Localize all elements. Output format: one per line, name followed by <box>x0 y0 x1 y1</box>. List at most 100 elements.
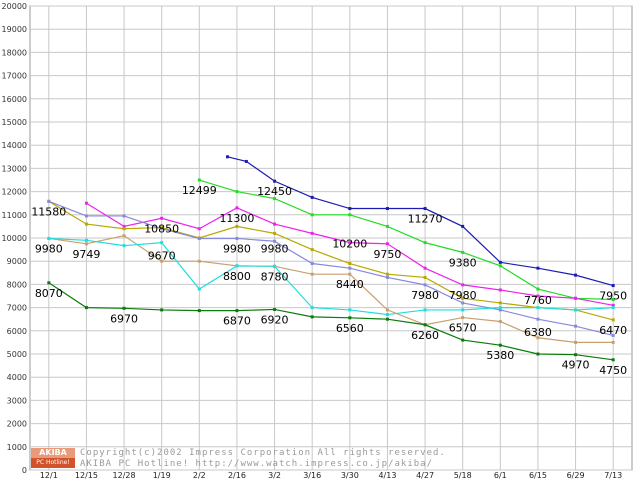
data-point <box>348 266 352 270</box>
data-label: 4750 <box>599 364 627 377</box>
y-tick-label: 11000 <box>2 211 27 220</box>
x-tick-label: 12/1 <box>40 471 58 480</box>
data-point <box>498 308 502 312</box>
data-label: 12499 <box>182 184 217 197</box>
logo-top-text: AKIBA <box>31 448 75 458</box>
data-label: 9749 <box>72 248 100 261</box>
series-7 <box>47 236 615 317</box>
data-point <box>84 242 88 246</box>
x-tick-label: 4/27 <box>416 471 434 480</box>
data-point <box>385 308 389 312</box>
data-point <box>536 336 540 340</box>
data-point <box>122 214 126 218</box>
data-point <box>461 338 465 342</box>
data-point <box>197 227 201 231</box>
data-point <box>461 250 465 254</box>
data-point <box>574 296 578 300</box>
series-5 <box>47 199 615 337</box>
data-point <box>536 317 540 321</box>
data-point <box>498 306 502 310</box>
data-point <box>235 190 239 194</box>
y-tick-label: 1000 <box>7 443 27 452</box>
series-line <box>227 156 614 287</box>
data-label: 8440 <box>336 278 364 291</box>
x-tick-label: 1/19 <box>153 471 171 480</box>
data-label: 9750 <box>373 248 401 261</box>
y-tick-label: 18000 <box>2 48 27 57</box>
data-point <box>461 224 465 228</box>
data-point <box>574 273 578 277</box>
data-point <box>197 309 201 313</box>
data-point <box>385 317 389 321</box>
data-point <box>160 241 164 245</box>
data-label: 10200 <box>332 237 367 250</box>
data-point <box>273 239 277 243</box>
data-label: 9380 <box>449 256 477 269</box>
x-tick-label: 12/15 <box>75 471 98 480</box>
data-label: 7980 <box>411 289 439 302</box>
data-point <box>498 260 502 264</box>
y-tick-label: 15000 <box>2 118 27 127</box>
data-point <box>273 222 277 226</box>
data-point <box>244 159 248 163</box>
data-point <box>611 358 615 362</box>
data-point <box>461 316 465 320</box>
data-point <box>197 178 201 182</box>
x-tick-label: 3/2 <box>268 471 281 480</box>
data-point <box>348 207 352 211</box>
data-point <box>611 284 615 288</box>
x-tick-label: 3/30 <box>341 471 359 480</box>
data-point <box>611 297 615 301</box>
data-label: 6970 <box>110 312 138 325</box>
data-label: 9670 <box>148 250 176 263</box>
x-tick-label: 12/28 <box>113 471 136 480</box>
data-point <box>226 155 230 159</box>
data-point <box>611 303 615 307</box>
data-label: 11300 <box>219 212 254 225</box>
data-label: 8780 <box>261 270 289 283</box>
data-label: 6260 <box>411 329 439 342</box>
data-point <box>423 266 427 270</box>
data-point <box>122 244 126 248</box>
data-point <box>47 281 51 285</box>
data-label: 8070 <box>35 287 63 300</box>
data-point <box>385 224 389 228</box>
y-tick-label: 20000 <box>2 2 27 11</box>
data-point <box>310 231 314 235</box>
data-point <box>385 313 389 317</box>
series-line <box>199 179 614 301</box>
data-point <box>498 343 502 347</box>
data-point <box>611 306 615 310</box>
data-point <box>235 236 239 240</box>
data-label: 6570 <box>449 322 477 335</box>
data-point <box>498 320 502 324</box>
data-point <box>122 227 126 231</box>
data-label: 12450 <box>257 185 292 198</box>
data-point <box>348 241 352 245</box>
series-line <box>48 200 614 337</box>
data-point <box>423 323 427 327</box>
y-tick-label: 16000 <box>2 95 27 104</box>
data-point <box>385 275 389 279</box>
y-tick-label: 2000 <box>7 420 27 429</box>
data-point <box>84 238 88 242</box>
data-point <box>197 287 201 291</box>
data-label: 6920 <box>261 313 289 326</box>
data-point <box>160 259 164 263</box>
data-labels: 11580 9980 8070 9749 6970 10850 9670 12499 11300… <box>31 184 627 377</box>
site-url-text: AKIBA PC Hotline! http://www.watch.impre… <box>80 459 434 469</box>
data-point <box>574 353 578 357</box>
data-point <box>461 301 465 305</box>
series-3 <box>84 201 615 307</box>
y-tick-label: 4000 <box>7 373 27 382</box>
data-point <box>385 242 389 246</box>
data-point <box>273 179 277 183</box>
data-label: 6870 <box>223 315 251 328</box>
data-label: 11270 <box>408 213 443 226</box>
x-tick-label: 3/16 <box>303 471 321 480</box>
data-point <box>310 262 314 266</box>
data-point <box>348 262 352 266</box>
data-point <box>536 306 540 310</box>
data-label: 7950 <box>599 290 627 303</box>
data-point <box>310 306 314 310</box>
